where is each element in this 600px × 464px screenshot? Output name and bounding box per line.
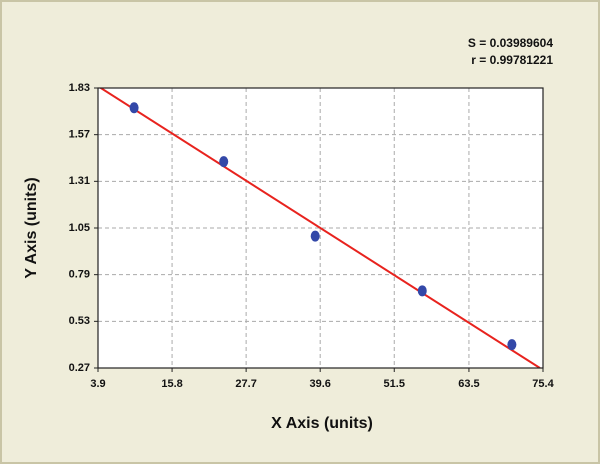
y-tick-label: 0.79 <box>69 269 90 281</box>
data-point <box>310 230 320 242</box>
y-tick-label: 0.27 <box>69 362 90 374</box>
x-tick-label: 27.7 <box>235 378 256 390</box>
x-tick-label: 3.9 <box>90 378 105 390</box>
x-axis-title: X Axis (units) <box>271 415 373 432</box>
y-tick-label: 1.83 <box>69 82 90 94</box>
data-point <box>129 102 139 114</box>
y-tick-label: 1.05 <box>69 222 90 234</box>
data-point <box>417 285 427 297</box>
y-tick-label: 1.31 <box>69 175 90 187</box>
marks <box>98 88 541 368</box>
y-axis-title: Y Axis (units) <box>23 177 40 278</box>
annotation: S = 0.03989604 <box>468 36 553 50</box>
data-point <box>219 156 229 168</box>
x-tick-label: 15.8 <box>161 378 182 390</box>
fit-line <box>98 88 541 368</box>
x-tick-label: 39.6 <box>309 378 330 390</box>
x-tick-label: 51.5 <box>384 378 405 390</box>
data-point <box>507 339 517 351</box>
y-tick-label: 0.53 <box>69 315 90 327</box>
annotation: r = 0.99781221 <box>471 53 553 67</box>
y-tick-label: 1.57 <box>69 129 90 141</box>
x-tick-label: 75.4 <box>532 378 554 390</box>
x-tick-label: 63.5 <box>458 378 479 390</box>
